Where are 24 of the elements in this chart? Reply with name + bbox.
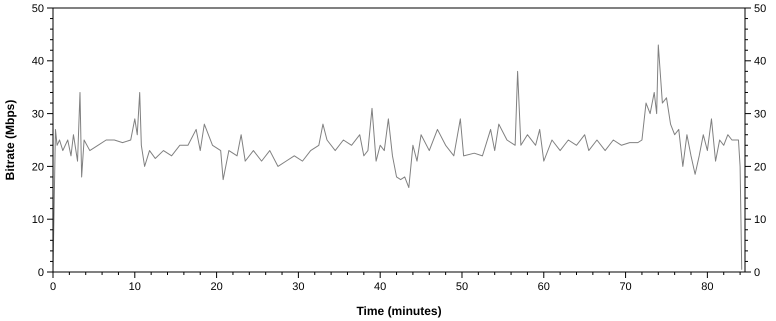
- x-tick-label: 30: [292, 281, 305, 293]
- y-tick-label: 10: [32, 214, 44, 226]
- y-tick-label: 0: [38, 266, 44, 279]
- x-tick-label: 50: [456, 281, 468, 293]
- y2-tick-label: 30: [754, 108, 766, 120]
- x-tick-label: 80: [701, 281, 714, 293]
- y-tick-label: 50: [32, 2, 44, 15]
- y2-tick-label: 10: [754, 214, 766, 226]
- y2-tick-label: 50: [754, 2, 766, 15]
- x-tick-label: 10: [128, 281, 141, 293]
- x-tick-label: 0: [50, 281, 56, 293]
- y-tick-label: 40: [32, 56, 44, 68]
- x-tick-label: 70: [619, 281, 632, 293]
- x-tick-label: 40: [374, 281, 386, 293]
- y2-tick-label: 0: [754, 266, 760, 279]
- line-series: [52, 44, 742, 272]
- y-tick-label: 30: [32, 108, 44, 120]
- y2-tick-label: 20: [754, 161, 766, 174]
- y-axis-title: Bitrate (Mbps): [3, 100, 17, 180]
- x-tick-label: 60: [538, 281, 550, 293]
- y2-tick-label: 40: [754, 56, 766, 68]
- x-tick-label: 20: [210, 281, 223, 293]
- y-tick-label: 20: [32, 161, 44, 174]
- x-axis-title: Time (minutes): [356, 304, 442, 318]
